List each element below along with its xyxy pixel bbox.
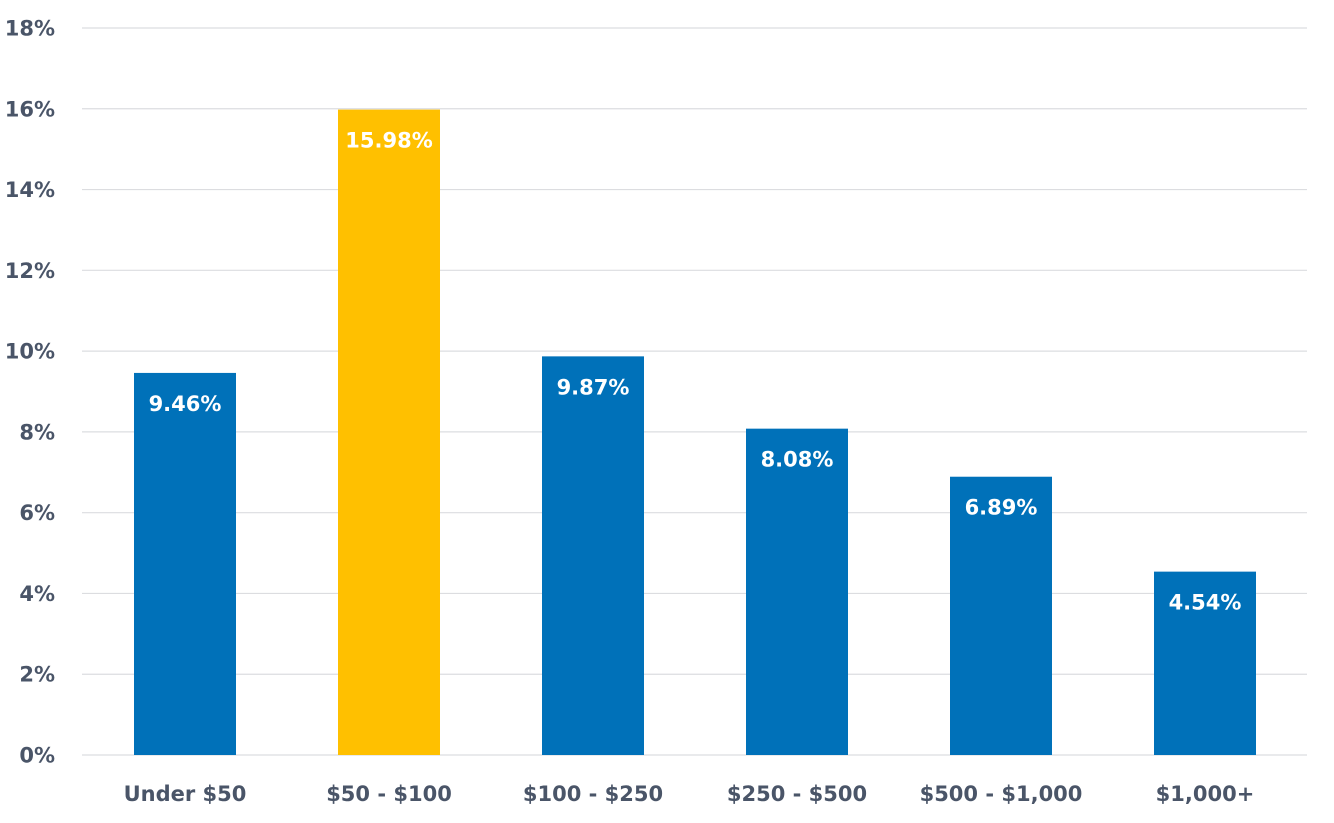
x-tick-label: $500 - $1,000	[920, 782, 1083, 806]
y-tick-label: 8%	[19, 420, 55, 444]
y-tick-label: 0%	[19, 744, 55, 768]
y-tick-label: 4%	[19, 582, 55, 606]
bar	[542, 356, 644, 755]
x-tick-label: Under $50	[124, 782, 247, 806]
y-tick-label: 12%	[5, 259, 55, 283]
bar-data-label: 8.08%	[761, 448, 834, 472]
y-tick-label: 18%	[5, 17, 55, 41]
y-tick-label: 10%	[5, 340, 55, 364]
gridlines	[82, 27, 1307, 756]
bar	[338, 109, 440, 755]
bars	[134, 109, 1256, 755]
x-tick-label: $50 - $100	[326, 782, 452, 806]
bar	[746, 428, 848, 755]
y-tick-label: 16%	[5, 97, 55, 121]
x-tick-label: $250 - $500	[727, 782, 867, 806]
bar	[134, 372, 236, 755]
bar-data-label: 6.89%	[965, 496, 1038, 520]
x-axis-ticks: Under $50 $50 - $100 $100 - $250 $250 - $50…	[124, 782, 1255, 806]
bar-data-label: 9.46%	[149, 392, 222, 416]
bar	[950, 476, 1052, 755]
x-tick-label: $1,000+	[1156, 782, 1255, 806]
x-tick-label: $100 - $250	[523, 782, 663, 806]
bar-data-labels: 9.46% 15.98% 9.87% 8.08% 6.89% 4.54%	[149, 129, 1242, 615]
y-tick-label: 6%	[19, 501, 55, 525]
bar-data-label: 4.54%	[1169, 591, 1242, 615]
bar-data-label: 15.98%	[345, 129, 432, 153]
y-tick-label: 14%	[5, 178, 55, 202]
y-tick-label: 2%	[19, 663, 55, 687]
y-axis-ticks: 0% 2% 4% 6% 8% 10% 12% 14% 16% 18%	[5, 17, 55, 768]
bar-data-label: 9.87%	[557, 375, 630, 399]
bar	[1154, 571, 1256, 755]
